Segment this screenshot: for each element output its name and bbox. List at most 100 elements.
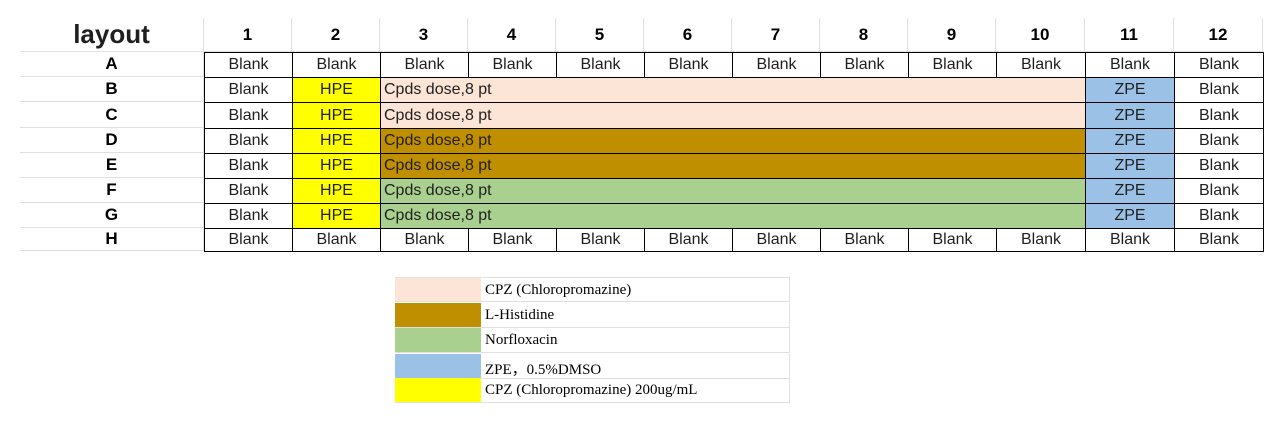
well-G7[interactable] [732,203,821,229]
well-H1[interactable]: Blank [204,228,293,252]
well-H6[interactable]: Blank [644,228,733,252]
well-E6[interactable] [644,153,733,179]
well-A5[interactable]: Blank [556,52,645,78]
well-F11[interactable]: ZPE [1085,178,1175,204]
well-F7[interactable] [732,178,821,204]
well-D2[interactable]: HPE [292,128,381,154]
well-E3[interactable]: Cpds dose,8 pt [380,153,492,179]
well-A4[interactable]: Blank [468,52,557,78]
row-header-A[interactable]: A [20,52,204,77]
well-B12[interactable]: Blank [1174,77,1264,103]
well-H2[interactable]: Blank [292,228,381,252]
well-F12[interactable]: Blank [1174,178,1264,204]
well-C5[interactable] [556,102,645,129]
well-E8[interactable] [820,153,909,179]
well-C10[interactable] [996,102,1086,129]
well-E10[interactable] [996,153,1086,179]
well-C9[interactable] [908,102,997,129]
well-G5[interactable] [556,203,645,229]
well-A11[interactable]: Blank [1085,52,1175,78]
well-D10[interactable] [996,128,1086,154]
well-G8[interactable] [820,203,909,229]
row-header-H[interactable]: H [20,228,204,251]
well-D6[interactable] [644,128,733,154]
well-B8[interactable] [820,77,909,103]
well-E9[interactable] [908,153,997,179]
well-E7[interactable] [732,153,821,179]
well-H7[interactable]: Blank [732,228,821,252]
well-H3[interactable]: Blank [380,228,469,252]
column-header-4[interactable]: 4 [468,18,556,52]
column-header-5[interactable]: 5 [556,18,644,52]
well-A8[interactable]: Blank [820,52,909,78]
well-A9[interactable]: Blank [908,52,997,78]
well-G11[interactable]: ZPE [1085,203,1175,229]
well-A1[interactable]: Blank [204,52,293,78]
column-header-10[interactable]: 10 [996,18,1085,52]
well-A3[interactable]: Blank [380,52,469,78]
well-D11[interactable]: ZPE [1085,128,1175,154]
well-C8[interactable] [820,102,909,129]
well-A6[interactable]: Blank [644,52,733,78]
well-E1[interactable]: Blank [204,153,293,179]
well-F9[interactable] [908,178,997,204]
row-header-G[interactable]: G [20,203,204,228]
column-header-6[interactable]: 6 [644,18,732,52]
well-D4[interactable] [468,128,557,154]
well-H10[interactable]: Blank [996,228,1086,252]
well-C7[interactable] [732,102,821,129]
column-header-7[interactable]: 7 [732,18,820,52]
well-B10[interactable] [996,77,1086,103]
well-B9[interactable] [908,77,997,103]
well-A12[interactable]: Blank [1174,52,1264,78]
well-F1[interactable]: Blank [204,178,293,204]
well-H8[interactable]: Blank [820,228,909,252]
well-C12[interactable]: Blank [1174,102,1264,129]
well-D7[interactable] [732,128,821,154]
well-B11[interactable]: ZPE [1085,77,1175,103]
well-D3[interactable]: Cpds dose,8 pt [380,128,492,154]
column-header-1[interactable]: 1 [204,18,292,52]
well-B6[interactable] [644,77,733,103]
well-D8[interactable] [820,128,909,154]
column-header-8[interactable]: 8 [820,18,908,52]
well-G2[interactable]: HPE [292,203,381,229]
row-header-E[interactable]: E [20,153,204,178]
well-F4[interactable] [468,178,557,204]
well-H4[interactable]: Blank [468,228,557,252]
well-F5[interactable] [556,178,645,204]
well-H11[interactable]: Blank [1085,228,1175,252]
well-H12[interactable]: Blank [1174,228,1264,252]
column-header-11[interactable]: 11 [1085,18,1174,52]
well-G9[interactable] [908,203,997,229]
well-H5[interactable]: Blank [556,228,645,252]
well-E12[interactable]: Blank [1174,153,1264,179]
well-C11[interactable]: ZPE [1085,102,1175,129]
column-header-3[interactable]: 3 [380,18,468,52]
column-header-12[interactable]: 12 [1174,18,1263,52]
well-B7[interactable] [732,77,821,103]
well-F6[interactable] [644,178,733,204]
well-G3[interactable]: Cpds dose,8 pt [380,203,492,229]
well-B1[interactable]: Blank [204,77,293,103]
row-header-B[interactable]: B [20,77,204,102]
column-header-9[interactable]: 9 [908,18,996,52]
well-B4[interactable] [468,77,557,103]
well-A10[interactable]: Blank [996,52,1086,78]
well-E11[interactable]: ZPE [1085,153,1175,179]
well-D5[interactable] [556,128,645,154]
well-E2[interactable]: HPE [292,153,381,179]
title-cell[interactable]: layout [20,18,204,52]
well-G6[interactable] [644,203,733,229]
well-A7[interactable]: Blank [732,52,821,78]
well-D12[interactable]: Blank [1174,128,1264,154]
well-B2[interactable]: HPE [292,77,381,103]
row-header-D[interactable]: D [20,128,204,153]
well-C2[interactable]: HPE [292,102,381,129]
well-F2[interactable]: HPE [292,178,381,204]
row-header-F[interactable]: F [20,178,204,203]
well-B3[interactable]: Cpds dose,8 pt [380,77,492,103]
well-G1[interactable]: Blank [204,203,293,229]
well-G12[interactable]: Blank [1174,203,1264,229]
well-F10[interactable] [996,178,1086,204]
